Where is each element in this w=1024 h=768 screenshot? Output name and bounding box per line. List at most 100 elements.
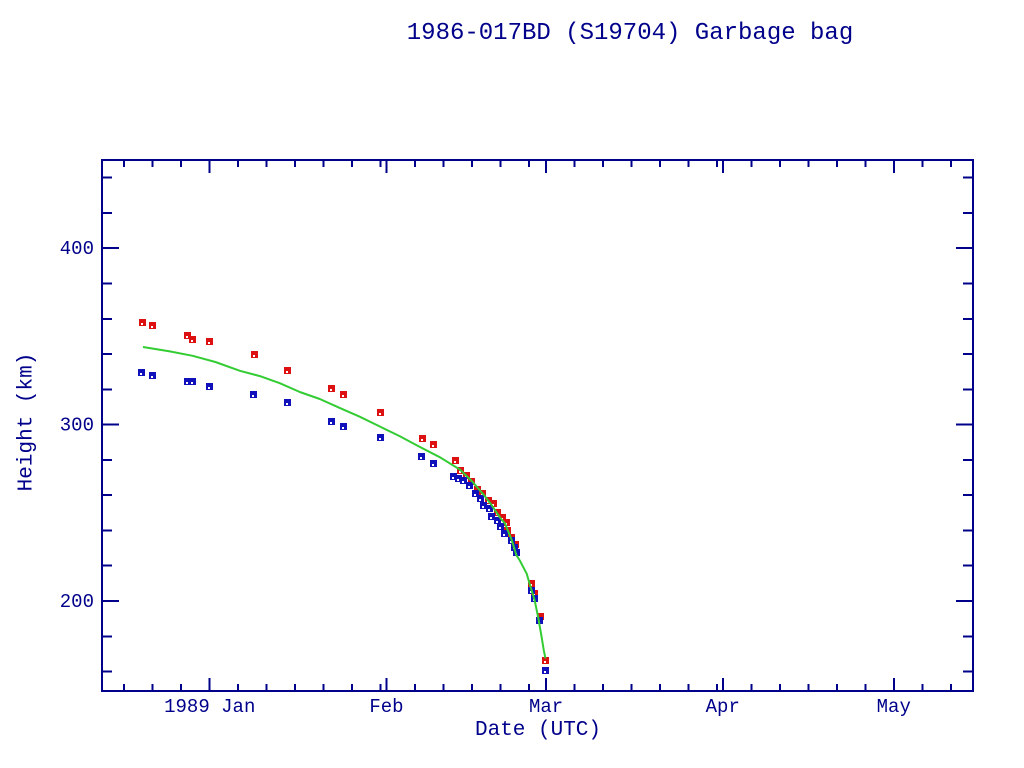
perigee-marker-dot xyxy=(503,534,505,536)
apogee-marker xyxy=(251,351,258,358)
x-tick-label: Feb xyxy=(369,696,403,718)
perigee-marker xyxy=(472,490,479,497)
apogee-marker-dot xyxy=(432,445,434,447)
perigee-marker xyxy=(480,502,487,509)
perigee-marker xyxy=(377,434,384,441)
apogee-marker xyxy=(542,657,549,664)
perigee-marker xyxy=(328,418,335,425)
perigee-marker xyxy=(184,378,191,385)
perigee-marker-dot xyxy=(462,481,464,483)
perigee-marker xyxy=(189,378,196,385)
x-axis-label: Date (UTC) xyxy=(474,719,602,742)
x-tick-label: 1989 Jan xyxy=(164,696,255,718)
apogee-marker-dot xyxy=(459,471,461,473)
apogee-marker-dot xyxy=(141,323,143,325)
perigee-marker xyxy=(497,523,504,530)
apogee-marker-dot xyxy=(421,439,423,441)
perigee-marker-dot xyxy=(342,427,344,429)
apogee-marker xyxy=(430,441,437,448)
apogee-marker xyxy=(328,385,335,392)
perigee-marker-dot xyxy=(191,382,193,384)
chart-title: 1986-017BD (S19704) Garbage bag xyxy=(406,20,854,47)
perigee-marker-dot xyxy=(379,438,381,440)
perigee-marker xyxy=(430,460,437,467)
perigee-marker-dot xyxy=(452,477,454,479)
x-tick-label: May xyxy=(877,696,911,718)
apogee-marker-dot xyxy=(286,371,288,373)
y-tick-label: 400 xyxy=(60,238,94,260)
perigee-marker-dot xyxy=(530,591,532,593)
apogee-marker xyxy=(537,613,544,620)
y-axis-label: Height (km) xyxy=(15,352,39,492)
perigee-marker xyxy=(486,505,493,512)
perigee-marker xyxy=(340,423,347,430)
perigee-marker xyxy=(455,475,462,482)
perigee-marker xyxy=(206,383,213,390)
x-tick-label: Apr xyxy=(706,696,740,718)
apogee-marker xyxy=(377,409,384,416)
apogee-marker-dot xyxy=(342,395,344,397)
perigee-marker xyxy=(501,530,508,537)
apogee-marker-dot xyxy=(487,501,489,503)
perigee-marker-dot xyxy=(286,403,288,405)
perigee-marker-dot xyxy=(490,517,492,519)
perigee-marker-dot xyxy=(432,464,434,466)
apogee-marker xyxy=(139,319,146,326)
apogee-marker-dot xyxy=(379,413,381,415)
perigee-marker-dot xyxy=(499,527,501,529)
decay-model-line xyxy=(142,346,547,659)
apogee-marker xyxy=(184,332,191,339)
perigee-marker-dot xyxy=(468,486,470,488)
perigee-marker-dot xyxy=(457,479,459,481)
perigee-marker-dot xyxy=(252,395,254,397)
apogee-marker xyxy=(503,519,510,526)
apogee-marker xyxy=(528,580,535,587)
perigee-marker-dot xyxy=(208,387,210,389)
apogee-marker-dot xyxy=(330,389,332,391)
x-tick-label: Mar xyxy=(529,696,563,718)
perigee-marker xyxy=(488,513,495,520)
perigee-marker xyxy=(418,453,425,460)
apogee-marker xyxy=(189,336,196,343)
apogee-marker xyxy=(340,391,347,398)
perigee-marker-dot xyxy=(420,457,422,459)
apogee-marker xyxy=(452,457,459,464)
apogee-marker-dot xyxy=(208,342,210,344)
perigee-marker-dot xyxy=(510,541,512,543)
apogee-marker xyxy=(490,500,497,507)
apogee-marker-dot xyxy=(191,340,193,342)
apogee-marker xyxy=(499,514,506,521)
perigee-marker xyxy=(250,391,257,398)
perigee-marker xyxy=(460,477,467,484)
perigee-marker xyxy=(494,517,501,524)
y-tick-label: 300 xyxy=(60,415,94,437)
perigee-marker-dot xyxy=(151,376,153,378)
perigee-marker xyxy=(466,482,473,489)
perigee-marker-dot xyxy=(330,422,332,424)
apogee-marker xyxy=(149,322,156,329)
perigee-marker-dot xyxy=(482,506,484,508)
apogee-marker-dot xyxy=(151,326,153,328)
apogee-marker-dot xyxy=(253,355,255,357)
apogee-marker-dot xyxy=(544,661,546,663)
apogee-marker-dot xyxy=(186,336,188,338)
perigee-marker-dot xyxy=(474,494,476,496)
apogee-marker xyxy=(474,486,481,493)
apogee-marker xyxy=(284,367,291,374)
apogee-marker xyxy=(206,338,213,345)
perigee-marker xyxy=(284,399,291,406)
perigee-marker-dot xyxy=(140,373,142,375)
perigee-marker xyxy=(149,372,156,379)
perigee-marker-dot xyxy=(544,671,546,673)
perigee-marker xyxy=(138,369,145,376)
y-tick-label: 200 xyxy=(60,591,94,613)
perigee-marker xyxy=(450,473,457,480)
apogee-marker xyxy=(419,435,426,442)
perigee-marker-dot xyxy=(488,509,490,511)
perigee-marker-dot xyxy=(186,382,188,384)
perigee-marker xyxy=(477,495,484,502)
apogee-marker-dot xyxy=(454,461,456,463)
perigee-marker xyxy=(542,667,549,674)
